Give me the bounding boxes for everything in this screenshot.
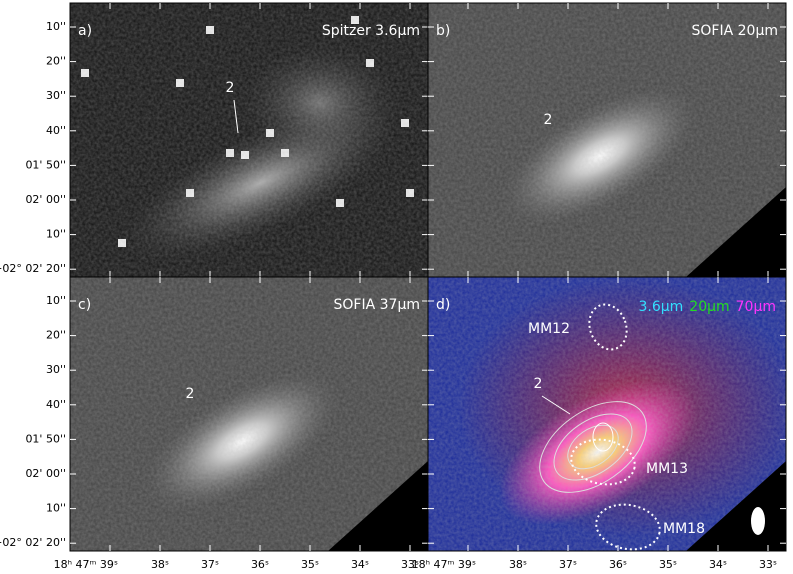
core-ellipse: [570, 438, 636, 486]
panel-title: SOFIA 20μm: [692, 23, 778, 39]
panel: [70, 277, 428, 551]
x-tick-label: 38ˢ: [509, 558, 527, 571]
frame: [427, 276, 787, 552]
contour: [553, 413, 633, 481]
x-tick-label: 38ˢ: [151, 558, 169, 571]
panel-label: c): [78, 297, 91, 313]
no-data: [686, 187, 786, 277]
source-label: 2: [544, 112, 553, 128]
x-tick-label: 35ˢ: [659, 558, 677, 571]
x-tick-label: 18ʰ 47ᵐ 39ˢ: [54, 558, 118, 571]
x-tick-label: 36ˢ: [251, 558, 269, 571]
contour: [539, 401, 647, 493]
band: 20μm: [689, 299, 729, 315]
y-tick-label: 10'': [46, 228, 66, 241]
noise: [70, 277, 428, 551]
y-tick-label: 01' 50'': [25, 158, 66, 171]
x-tick-label: 18ʰ 47ᵐ 39ˢ: [412, 558, 476, 571]
y-tick-label: 02' 00'': [25, 467, 66, 480]
source-label: 2: [186, 386, 195, 402]
y-tick-label: 40'': [46, 124, 66, 137]
x-tick-label: 37ˢ: [201, 558, 219, 571]
source-label: 2: [534, 376, 543, 392]
panel: [428, 277, 786, 551]
y-tick-label: 30'': [46, 89, 66, 102]
core-ellipse: [595, 503, 661, 551]
core-label: MM12: [528, 321, 570, 337]
y-tick-label: −02° 02' 20'': [0, 262, 66, 275]
y-tick-label: 01' 50'': [25, 432, 66, 445]
core-label: MM18: [663, 521, 705, 537]
band-legend: 3.6μm 20μm 70μm: [638, 299, 776, 315]
panel-title: Spitzer 3.6μm: [322, 23, 420, 39]
source-label: 2: [226, 80, 235, 96]
x-tick-label: 35ˢ: [301, 558, 319, 571]
panel: [428, 3, 786, 277]
x-tick-label: 33ˢ: [401, 558, 419, 571]
x-tick-label: 34ˢ: [351, 558, 369, 571]
panel-label: b): [436, 23, 450, 39]
contour: [592, 422, 614, 452]
source-pointer: [541, 395, 571, 415]
panel-title: SOFIA 37μm: [334, 297, 420, 313]
core-label: MM13: [646, 461, 688, 477]
core-ellipse: [588, 303, 628, 351]
y-tick-label: 10'': [46, 294, 66, 307]
panel-label: a): [78, 23, 92, 39]
y-tick-label: 30'': [46, 363, 66, 376]
panel: [70, 3, 428, 277]
y-tick-label: 02' 00'': [25, 193, 66, 206]
y-tick-label: 40'': [46, 398, 66, 411]
x-tick-label: 37ˢ: [559, 558, 577, 571]
band: 3.6μm: [638, 299, 683, 315]
y-tick-label: 10'': [46, 20, 66, 33]
band: 70μm: [736, 299, 776, 315]
x-tick-label: 36ˢ: [609, 558, 627, 571]
y-tick-label: −02° 02' 20'': [0, 536, 66, 549]
y-tick-label: 10'': [46, 502, 66, 515]
beam: [751, 507, 765, 535]
x-tick-label: 34ˢ: [709, 558, 727, 571]
y-tick-label: 20'': [46, 329, 66, 342]
noise: [70, 3, 428, 277]
noise: [428, 3, 786, 277]
no-data: [328, 461, 428, 551]
contour: [567, 424, 619, 470]
source-pointer: [233, 99, 239, 134]
y-tick-label: 20'': [46, 55, 66, 68]
panel-label: d): [436, 297, 450, 313]
x-tick-label: 33ˢ: [759, 558, 777, 571]
